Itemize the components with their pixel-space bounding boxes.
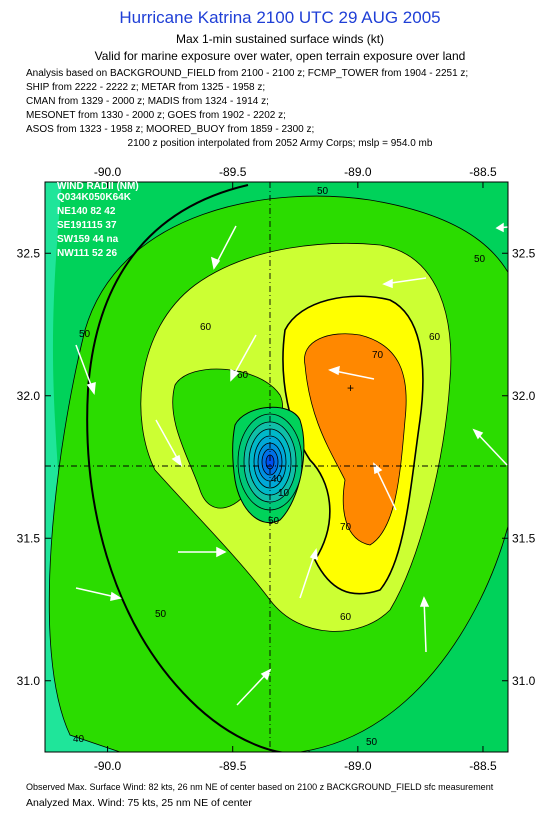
contour-label: 60 (429, 332, 441, 343)
lat-tick-label-left: 31.0 (17, 674, 41, 688)
wind-radii-row: SE191115 37 (57, 220, 117, 231)
lat-tick-label-right: 32.0 (512, 389, 536, 403)
lat-tick-label-left: 31.5 (17, 531, 41, 545)
analysis-line: SHIP from 2222 - 2222 z; METAR from 1325… (26, 82, 266, 93)
wind-radii-row: NE140 82 42 (57, 206, 116, 217)
wind-vectors (75, 222, 508, 706)
contour-label: 50 (474, 254, 486, 265)
max-wind-marker: + (347, 381, 354, 395)
analysis-line: Analysis based on BACKGROUND_FIELD from … (26, 68, 469, 79)
wind-arrow (155, 419, 183, 467)
wind-arrow (210, 225, 237, 270)
wind-arrow (75, 344, 96, 395)
wind-radii-table: WIND RADII (NM) Q034K050K64K NE140 82 42… (57, 181, 139, 259)
wind-radii-row: Q034K050K64K (57, 192, 132, 203)
lon-tick-label-bottom: -89.0 (344, 759, 372, 773)
wind-arrow (299, 547, 318, 599)
analyzed-max-wind: Analyzed Max. Wind: 75 kts, 25 nm NE of … (26, 797, 252, 809)
contour-label: 50 (366, 737, 378, 748)
analysis-line: ASOS from 1323 - 1958 z; MOORED_BUOY fro… (26, 124, 315, 135)
contour-label: 50 (79, 329, 91, 340)
lat-tick-label-left: 32.5 (17, 246, 41, 260)
wind-radii-row: SW159 44 na (57, 234, 119, 245)
wind-field-map: 50 60 70 60 50 40 60 50 70 60 50 50 40 1… (17, 165, 536, 773)
wind-arrow (75, 587, 122, 601)
position-note: 2100 z position interpolated from 2052 A… (127, 138, 433, 149)
wind-arrow (178, 546, 227, 558)
analysis-sources: Analysis based on BACKGROUND_FIELD from … (26, 67, 556, 151)
eye-rings (237, 413, 303, 511)
contour-label: 10 (278, 488, 290, 499)
chart-subtitle: Max 1-min sustained surface winds (kt) (175, 32, 385, 46)
analysis-line: CMAN from 1329 - 2000 z; MADIS from 1324… (26, 96, 269, 107)
analysis-line: MESONET from 1330 - 2000 z; GOES from 19… (26, 110, 286, 121)
contour-label: 50 (268, 516, 280, 527)
wind-arrow (382, 277, 427, 289)
contour-label: 60 (340, 612, 352, 623)
wind-arrow (230, 334, 257, 382)
contour-label: 40 (73, 734, 85, 745)
chart-title: Hurricane Katrina 2100 UTC 29 AUG 2005 (119, 8, 441, 27)
map-frame: + (44, 181, 509, 753)
lat-tick-label-left: 32.0 (17, 389, 41, 403)
contour-50-bold (86, 184, 310, 752)
lon-tick-label-top: -89.5 (219, 165, 247, 179)
contour-label: 50 (155, 609, 167, 620)
lon-tick-label-top: -88.5 (469, 165, 497, 179)
contour-label: 60 (237, 370, 249, 381)
lon-tick-label-bottom: -88.5 (469, 759, 497, 773)
contour-label: 50 (317, 186, 329, 197)
validity-note: Valid for marine exposure over water, op… (94, 49, 466, 63)
wind-arrow (472, 428, 508, 466)
lon-tick-label-bottom: -89.5 (219, 759, 247, 773)
lat-tick-label-right: 31.5 (512, 531, 536, 545)
contour-label: 60 (200, 322, 212, 333)
observed-max-wind: Observed Max. Surface Wind: 82 kts, 26 n… (26, 782, 494, 792)
wind-arrow (236, 668, 272, 706)
wind-radii-title: WIND RADII (NM) (57, 181, 139, 192)
wind-arrow (419, 596, 430, 653)
lon-tick-label-top: -90.0 (94, 165, 122, 179)
lon-tick-label-bottom: -90.0 (94, 759, 122, 773)
wind-contours: 50 60 70 60 50 40 60 50 70 60 50 50 40 1… (45, 182, 508, 752)
wind-arrow (495, 222, 508, 233)
contour-label: 70 (340, 522, 352, 533)
contour-label: 70 (372, 350, 384, 361)
wind-radii-row: NW111 52 26 (57, 248, 117, 259)
lat-tick-label-right: 31.0 (512, 674, 536, 688)
lon-tick-label-top: -89.0 (344, 165, 372, 179)
contour-label: 40 (271, 474, 283, 485)
wind-arrow (328, 365, 375, 380)
lat-tick-label-right: 32.5 (512, 246, 536, 260)
axis-ticks: -90.0 -90.0 -89.5 -89.5 -89.0 -89.0 -88.5 -88.5… (17, 165, 536, 773)
contour-labels: 50 60 70 60 50 40 60 50 70 60 50 50 40 1… (73, 186, 486, 748)
